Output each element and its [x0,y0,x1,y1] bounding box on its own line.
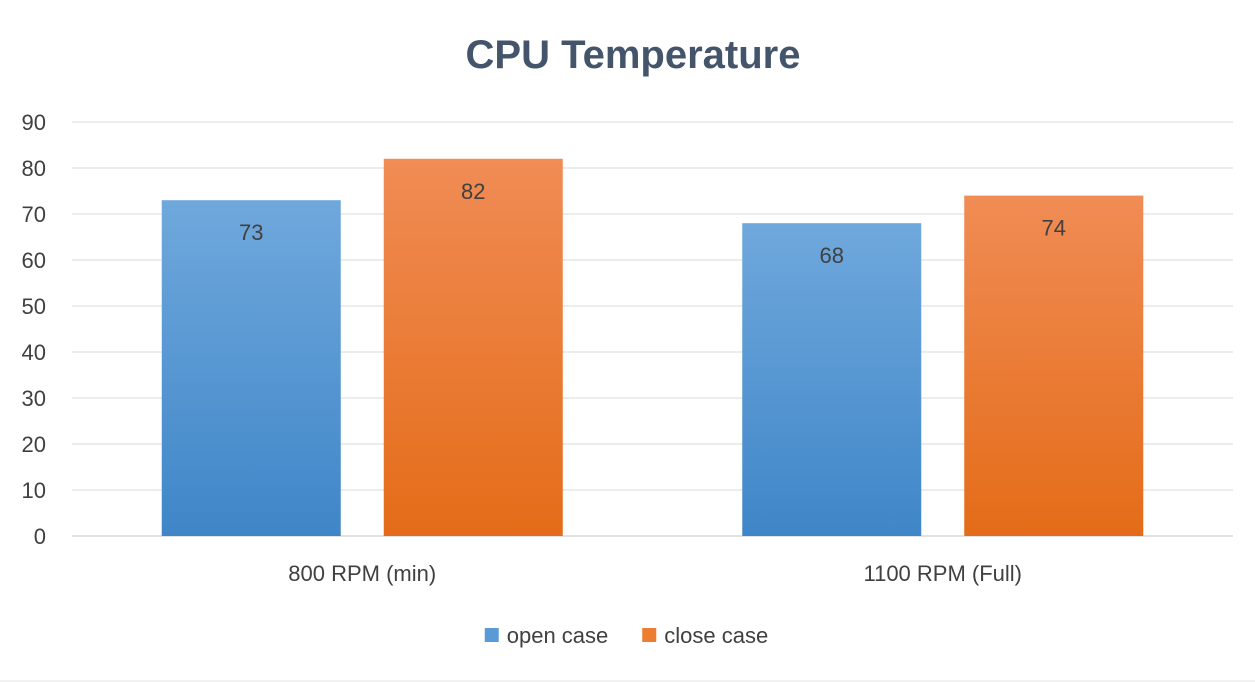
bar-open-case-1 [742,223,922,536]
y-tick-label: 20 [22,432,46,457]
y-tick-label: 70 [22,202,46,227]
y-tick-label: 80 [22,156,46,181]
x-category-label: 1100 RPM (Full) [863,561,1022,586]
y-tick-label: 40 [22,340,46,365]
chart-title: CPU Temperature [466,33,801,77]
data-label: 82 [461,179,485,204]
legend-swatch [642,628,657,642]
y-tick-label: 60 [22,248,46,273]
data-label: 73 [239,220,263,245]
bar-close-case-0 [383,158,563,537]
x-axis-categories: 800 RPM (min) 1100 RPM (Full) [288,561,1022,586]
legend-swatch [484,628,499,642]
y-tick-label: 0 [34,524,46,549]
data-label: 74 [1042,216,1066,241]
y-tick-label: 50 [22,294,46,319]
y-tick-label: 10 [22,478,46,503]
data-label: 68 [820,243,844,268]
data-labels: 73 82 68 74 [239,179,1066,268]
y-tick-label: 30 [22,386,46,411]
legend-label: open case [507,623,609,648]
legend-label: close case [664,623,768,648]
bar-open-case-0 [161,200,341,536]
y-tick-label: 90 [22,110,46,135]
bars [161,158,1144,537]
y-axis-ticks: 0 10 20 30 40 50 60 70 80 90 [22,110,46,549]
x-category-label: 800 RPM (min) [288,561,436,586]
legend: open case close case [484,623,768,648]
bar-close-case-1 [964,195,1144,536]
